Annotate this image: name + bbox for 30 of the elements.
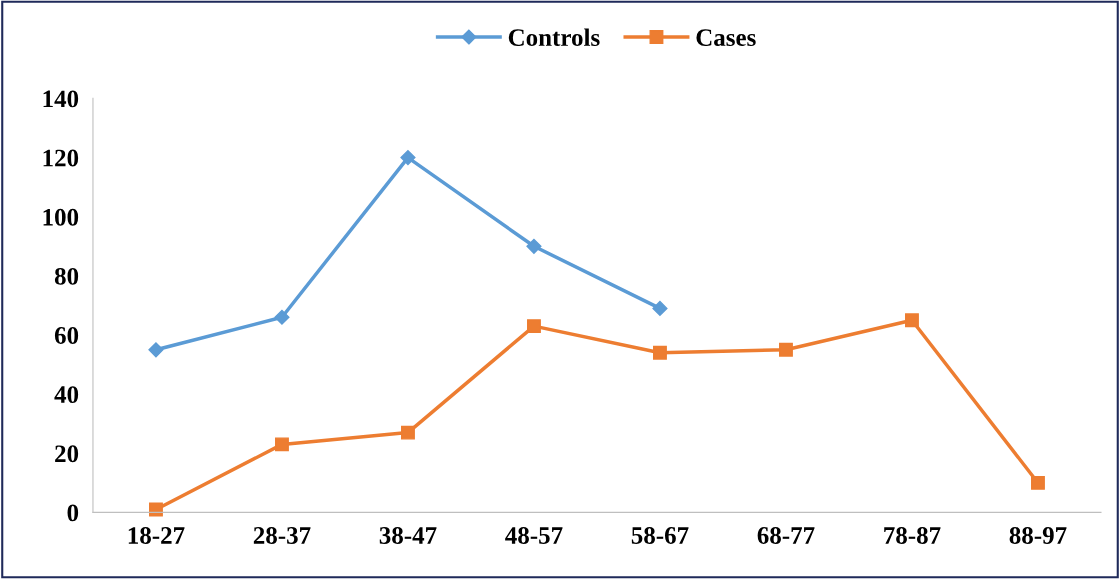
point <box>905 313 919 328</box>
point <box>526 238 542 254</box>
x-tick-label: 88-97 <box>1009 527 1067 544</box>
y-tick-label: 60 <box>54 327 79 344</box>
point <box>275 437 289 452</box>
y-tick-label: 140 <box>43 90 79 108</box>
point <box>652 300 668 316</box>
legend-label: Cases <box>696 29 756 47</box>
y-tick-label: 20 <box>55 445 79 463</box>
point <box>527 319 541 334</box>
point <box>779 342 793 357</box>
y-tick-label: 40 <box>54 386 79 404</box>
x-tick-label: 18-27 <box>128 527 185 544</box>
y-tick-label: 0 <box>67 504 79 522</box>
y-tick-label: 120 <box>43 149 79 167</box>
point <box>401 425 415 440</box>
x-tick-label: 68-77 <box>757 527 815 544</box>
point <box>653 345 667 360</box>
x-tick-label: 38-47 <box>379 527 437 544</box>
x-tick-label: 58-67 <box>631 527 689 544</box>
legend-label: Controls <box>508 28 600 47</box>
point <box>1031 475 1045 490</box>
x-tick-label: 28-37 <box>253 527 311 544</box>
x-tick-label: 48-57 <box>505 527 563 544</box>
point <box>274 309 290 325</box>
point <box>400 150 416 166</box>
y-tick-label: 100 <box>43 208 79 226</box>
point <box>148 342 164 358</box>
x-tick-label: 78-87 <box>884 527 941 544</box>
y-tick-label: 80 <box>54 267 79 285</box>
